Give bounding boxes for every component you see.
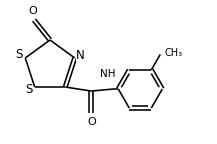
Text: O: O (29, 6, 37, 16)
Text: S: S (25, 83, 32, 95)
Text: S: S (16, 49, 23, 61)
Text: N: N (76, 50, 85, 62)
Text: CH₃: CH₃ (164, 48, 182, 58)
Text: NH: NH (100, 69, 115, 79)
Text: O: O (87, 117, 96, 127)
